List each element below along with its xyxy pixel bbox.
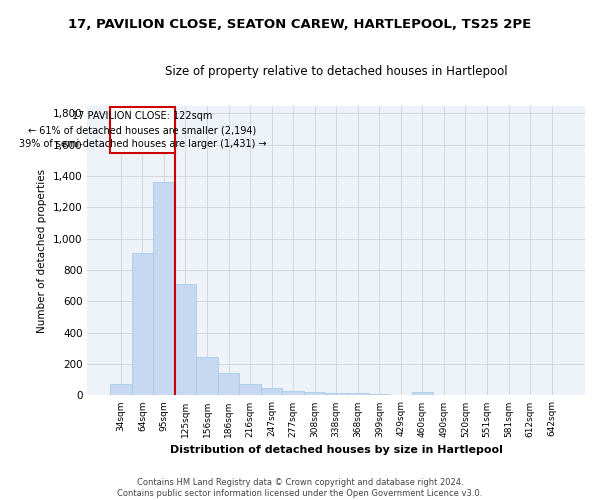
Y-axis label: Number of detached properties: Number of detached properties — [37, 168, 47, 332]
Bar — [218, 374, 239, 396]
Bar — [153, 182, 175, 396]
Bar — [325, 393, 347, 396]
Bar — [196, 357, 218, 396]
Bar — [261, 388, 283, 396]
Bar — [175, 284, 196, 396]
Bar — [412, 392, 433, 396]
FancyBboxPatch shape — [110, 107, 175, 154]
Text: 17 PAVILION CLOSE: 122sqm
← 61% of detached houses are smaller (2,194)
39% of se: 17 PAVILION CLOSE: 122sqm ← 61% of detac… — [19, 111, 266, 149]
Text: Contains HM Land Registry data © Crown copyright and database right 2024.
Contai: Contains HM Land Registry data © Crown c… — [118, 478, 482, 498]
Bar — [239, 384, 261, 396]
X-axis label: Distribution of detached houses by size in Hartlepool: Distribution of detached houses by size … — [170, 445, 503, 455]
Text: 17, PAVILION CLOSE, SEATON CAREW, HARTLEPOOL, TS25 2PE: 17, PAVILION CLOSE, SEATON CAREW, HARTLE… — [68, 18, 532, 30]
Bar — [304, 392, 325, 396]
Bar — [368, 394, 390, 396]
Bar — [131, 253, 153, 396]
Bar — [347, 393, 368, 396]
Bar — [283, 391, 304, 396]
Title: Size of property relative to detached houses in Hartlepool: Size of property relative to detached ho… — [165, 65, 508, 78]
Bar — [110, 384, 131, 396]
